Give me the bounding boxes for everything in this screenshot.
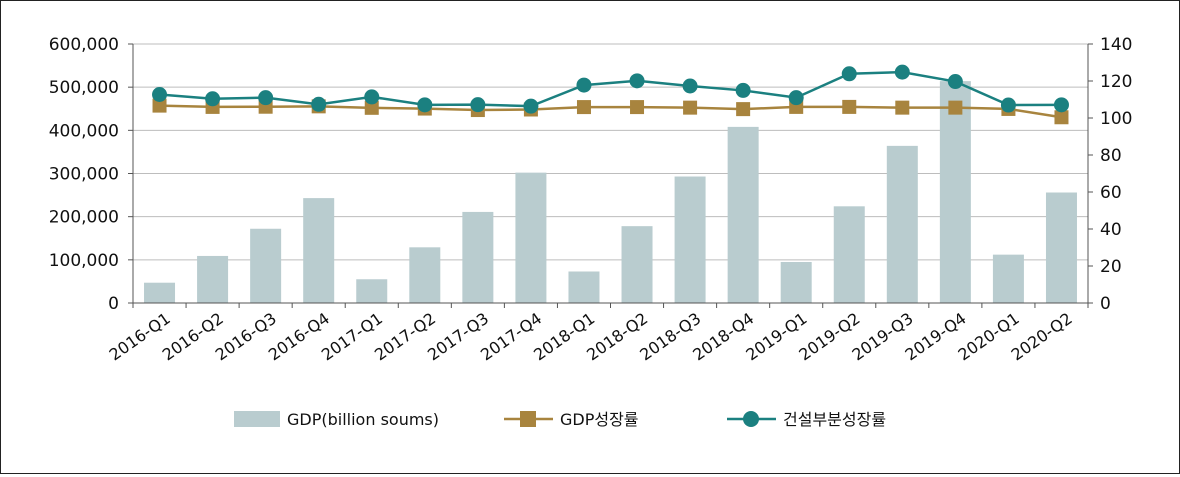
marker-gdp-growth-2019-Q3	[895, 100, 910, 115]
bar-2016-Q2	[197, 255, 229, 303]
bar-2017-Q3	[462, 211, 494, 303]
bar-2020-Q2	[1045, 192, 1077, 303]
marker-construction-growth-2020-Q1	[1000, 97, 1016, 113]
marker-construction-growth-2017-Q3	[470, 97, 486, 113]
left-tick-label: 200,000	[49, 208, 119, 228]
legend: GDP(billion soums) GDP성장률 건설부분성장률	[234, 410, 886, 429]
bar-2016-Q3	[250, 228, 282, 303]
legend-swatch-gdp-bar	[234, 411, 280, 427]
right-y-axis-ticks: 0 20 40 60 80 100 120 140	[1100, 35, 1132, 314]
right-tick-label: 0	[1100, 294, 1111, 314]
left-tick-label: 400,000	[49, 121, 119, 141]
bar-2017-Q4	[515, 172, 547, 303]
marker-gdp-growth-2019-Q4	[948, 100, 963, 115]
right-tick-label: 100	[1100, 109, 1132, 129]
bar-2018-Q2	[621, 226, 653, 303]
legend-label-construction-growth: 건설부분성장률	[783, 410, 886, 429]
marker-gdp-growth-2018-Q2	[630, 100, 645, 115]
marker-construction-growth-2017-Q2	[417, 97, 433, 113]
right-tick-label: 140	[1100, 35, 1132, 55]
right-tick-label: 120	[1100, 72, 1132, 92]
marker-construction-growth-2019-Q3	[894, 64, 910, 80]
marker-construction-growth-2020-Q2	[1053, 97, 1069, 113]
left-tick-label: 600,000	[49, 35, 119, 55]
marker-construction-growth-2017-Q1	[364, 89, 380, 105]
marker-gdp-growth-2019-Q2	[842, 99, 857, 114]
bar-2019-Q4	[939, 81, 971, 303]
gridlines	[133, 43, 1088, 304]
left-tick-label: 0	[108, 294, 119, 314]
bar-2019-Q3	[886, 145, 918, 303]
bar-2016-Q4	[303, 198, 335, 303]
marker-construction-growth-2019-Q2	[841, 66, 857, 82]
marker-construction-growth-2018-Q2	[629, 73, 645, 89]
line-series	[152, 64, 1069, 125]
axes	[128, 43, 1093, 308]
marker-gdp-growth-2018-Q3	[683, 100, 698, 115]
legend-marker-square	[520, 411, 536, 427]
marker-construction-growth-2016-Q4	[311, 96, 327, 112]
x-axis-ticks: 2016-Q12016-Q22016-Q32016-Q42017-Q12017-…	[106, 309, 1076, 365]
x-tick-label: 2020-Q2	[1008, 309, 1076, 365]
bar-2018-Q1	[568, 271, 600, 303]
marker-construction-growth-2019-Q1	[788, 90, 804, 106]
bar-2018-Q4	[727, 126, 759, 303]
left-tick-label: 500,000	[49, 78, 119, 98]
left-y-axis-ticks: 0 100,000 200,000 300,000 400,000 500,000 600,…	[49, 35, 119, 314]
bar-2017-Q2	[409, 247, 441, 303]
legend-label-gdp-growth: GDP성장률	[560, 410, 639, 429]
legend-item-gdp-growth: GDP성장률	[504, 410, 639, 429]
marker-gdp-growth-2018-Q4	[736, 102, 751, 117]
marker-construction-growth-2018-Q1	[576, 77, 592, 93]
line-construction-growth	[159, 70, 1062, 108]
bar-2019-Q2	[833, 206, 865, 303]
left-tick-label: 300,000	[49, 165, 119, 185]
bar-2017-Q1	[356, 279, 388, 303]
marker-construction-growth-2017-Q4	[523, 98, 539, 114]
bar-2020-Q1	[992, 254, 1024, 303]
legend-item-gdp: GDP(billion soums)	[234, 410, 439, 429]
legend-label-gdp: GDP(billion soums)	[287, 410, 439, 429]
marker-gdp-growth-2020-Q2	[1054, 110, 1069, 125]
legend-marker-circle	[743, 411, 759, 427]
marker-gdp-growth-2016-Q1	[152, 98, 167, 113]
bar-2016-Q1	[144, 282, 176, 303]
marker-construction-growth-2016-Q1	[152, 87, 168, 103]
left-tick-label: 100,000	[49, 251, 119, 271]
right-tick-label: 20	[1100, 257, 1122, 277]
legend-item-construction-growth: 건설부분성장률	[727, 410, 886, 429]
marker-construction-growth-2019-Q4	[947, 74, 963, 90]
right-tick-label: 40	[1100, 220, 1122, 240]
marker-construction-growth-2016-Q3	[258, 90, 274, 106]
marker-construction-growth-2018-Q3	[682, 78, 698, 94]
bar-2018-Q3	[674, 176, 706, 303]
bar-2019-Q1	[780, 261, 812, 303]
right-tick-label: 80	[1100, 146, 1122, 166]
marker-gdp-growth-2018-Q1	[576, 100, 591, 115]
marker-construction-growth-2018-Q4	[735, 82, 751, 98]
right-tick-label: 60	[1100, 183, 1122, 203]
bar-series	[144, 81, 1077, 303]
marker-gdp-growth-2017-Q1	[364, 100, 379, 115]
marker-construction-growth-2016-Q2	[205, 91, 221, 107]
line-gdp-growth	[159, 104, 1062, 119]
